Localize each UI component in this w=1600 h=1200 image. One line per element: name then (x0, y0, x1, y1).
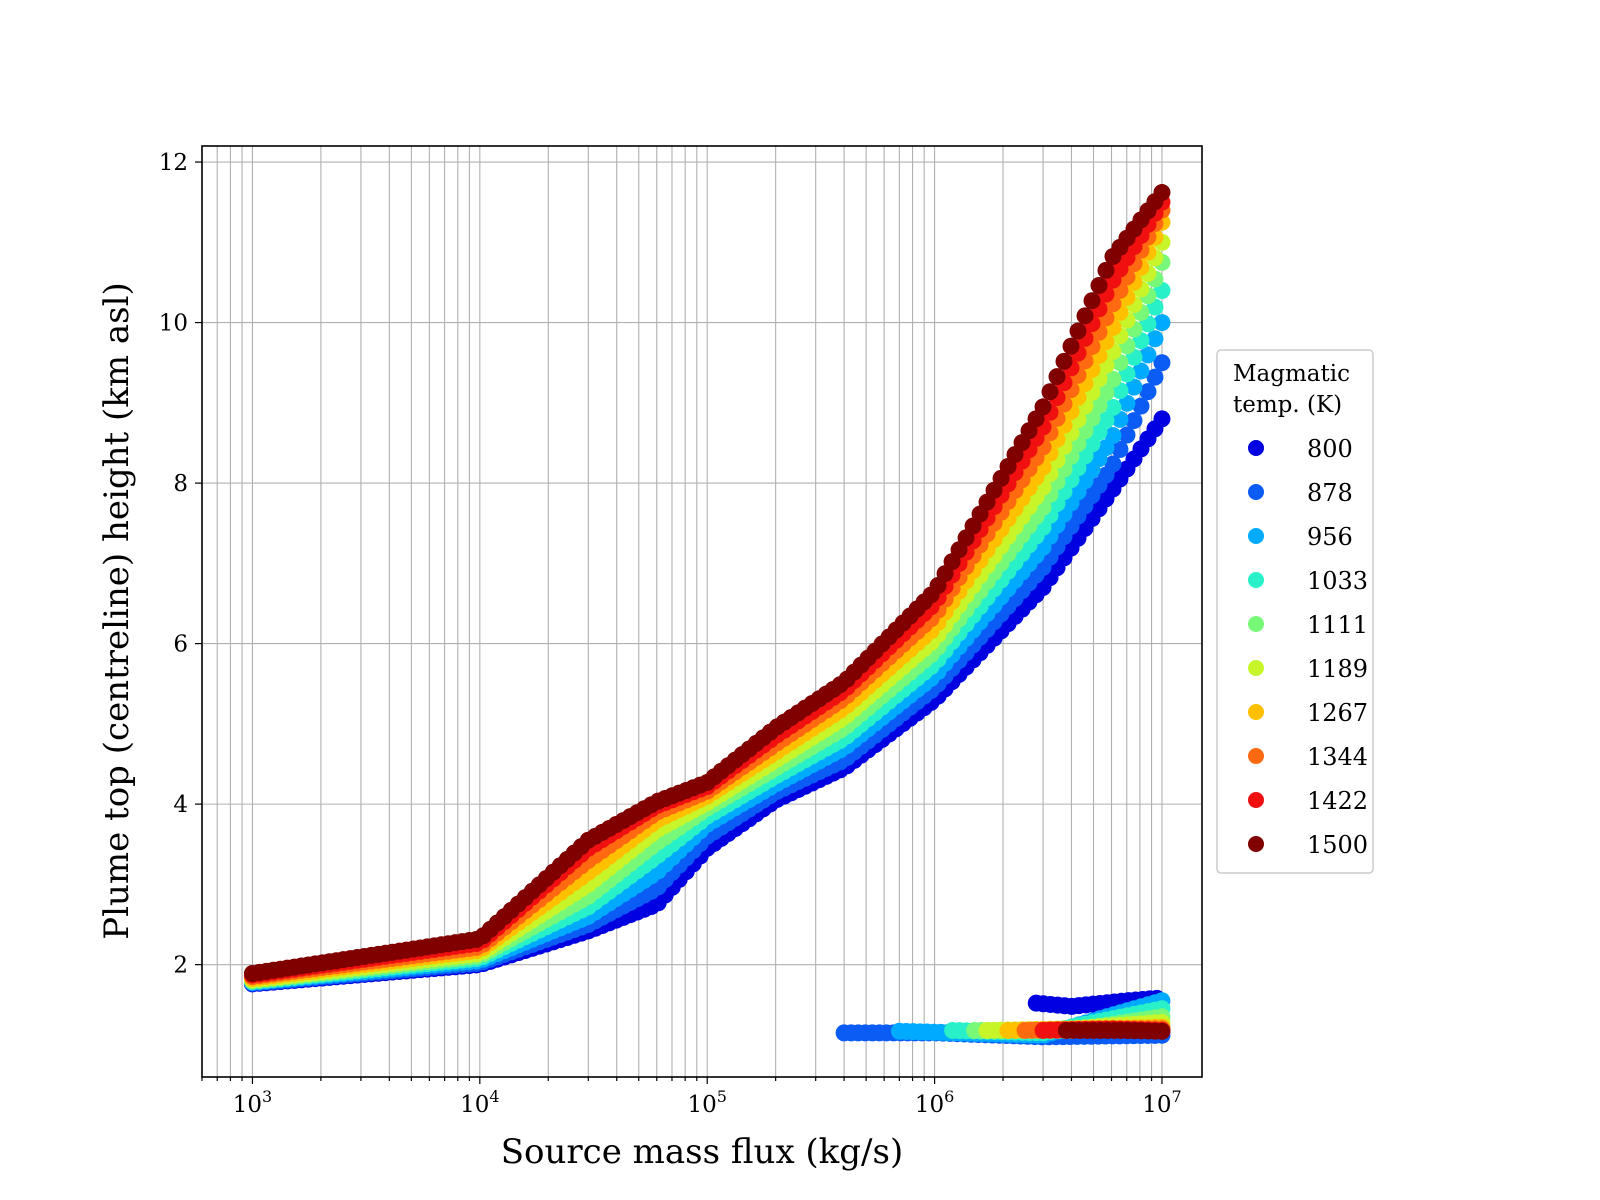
main-curve-point-956 (1146, 330, 1164, 348)
main-curve-point-1033 (1104, 398, 1122, 416)
x-tick-label: 107 (1142, 1087, 1181, 1118)
legend-label-1111: 1111 (1307, 611, 1368, 639)
legend-label-1033: 1033 (1307, 567, 1368, 595)
main-curve-point-1500 (1076, 307, 1094, 325)
main-curve-point-1111 (1104, 370, 1122, 388)
y-tick-label: 8 (173, 471, 188, 497)
legend-marker-1189 (1248, 660, 1264, 676)
legend-label-1344: 1344 (1307, 743, 1368, 771)
legend-marker-1033 (1248, 572, 1264, 588)
main-curve-point-1500 (1048, 368, 1066, 386)
main-curve-point-1500 (1090, 277, 1108, 295)
axis-ticks: 103 104 105 106 107 2 4 6 8 10 12 (159, 150, 1182, 1118)
main-curve-point-956 (1118, 394, 1136, 412)
main-curve-point-878 (1125, 412, 1143, 430)
legend-label-956: 956 (1307, 523, 1353, 551)
y-axis-label: Plume top (centreline) height (km asl) (97, 282, 137, 940)
legend-marker-1267 (1248, 704, 1264, 720)
legend-label-1189: 1189 (1307, 655, 1368, 683)
legend-label-878: 878 (1307, 479, 1353, 507)
main-curve-point-1500 (1069, 322, 1087, 340)
main-curve-point-878 (1118, 426, 1136, 444)
legend-label-1267: 1267 (1307, 699, 1368, 727)
main-curve-point-878 (1153, 354, 1171, 372)
legend-marker-800 (1248, 440, 1264, 456)
main-curve-point-956 (1125, 378, 1143, 396)
main-curve-point-878 (1104, 455, 1122, 473)
legend: Magmatic temp. (K) 800 878 956 1033 1111 1189… (1216, 349, 1374, 874)
y-tick-label: 12 (159, 150, 188, 176)
x-tick-label: 105 (687, 1087, 726, 1118)
y-tick-label: 2 (173, 953, 188, 979)
main-curve-point-1500 (1083, 292, 1101, 310)
main-curve-point-1500 (1062, 337, 1080, 355)
x-tick-label: 106 (915, 1087, 954, 1118)
grid (201, 146, 1202, 1077)
x-tick-label: 103 (233, 1087, 272, 1118)
x-axis-label: Source mass flux (kg/s) (501, 1132, 903, 1172)
legend-marker-1500 (1248, 836, 1264, 852)
main-curve-point-800 (1153, 410, 1171, 428)
legend-marker-1344 (1248, 748, 1264, 764)
main-curve-point-956 (1104, 427, 1122, 445)
x-tick-label: 104 (460, 1087, 499, 1118)
legend-marker-956 (1248, 528, 1264, 544)
main-curve-point-878 (1139, 383, 1157, 401)
low-branch-point-1500 (1153, 1022, 1171, 1040)
main-curve-point-956 (1139, 346, 1157, 364)
main-curve-point-878 (1111, 441, 1129, 459)
legend-marker-1111 (1248, 616, 1264, 632)
y-tick-label: 10 (159, 311, 188, 337)
main-curve-point-878 (1146, 368, 1164, 386)
main-curve-point-1500 (1153, 184, 1171, 202)
main-curve-point-1500 (1097, 261, 1115, 279)
main-curve-point-1500 (1041, 383, 1059, 401)
main-curve-point-1500 (1034, 398, 1052, 416)
legend-label-1422: 1422 (1307, 787, 1368, 815)
main-curve-point-1500 (1055, 352, 1073, 370)
legend-title-line-2: temp. (K) (1233, 392, 1342, 418)
main-curve-point-956 (1132, 362, 1150, 380)
main-curve-point-1111 (1090, 397, 1108, 415)
legend-label-1500: 1500 (1307, 831, 1368, 859)
legend-marker-878 (1248, 484, 1264, 500)
legend-entries: 800 878 956 1033 1111 1189 1267 1344 1422 1500 (1248, 435, 1368, 859)
plot-frame (201, 145, 1203, 1078)
main-curve-point-1111 (1097, 384, 1115, 402)
data-points (243, 184, 1171, 1046)
legend-marker-1422 (1248, 792, 1264, 808)
main-curve-point-878 (1132, 397, 1150, 415)
legend-label-800: 800 (1307, 435, 1353, 463)
y-tick-label: 4 (173, 792, 188, 818)
main-curve-point-956 (1153, 314, 1171, 332)
main-curve-point-1033 (1097, 411, 1115, 429)
legend-title-line-1: Magmatic (1233, 361, 1350, 387)
legend-frame (1216, 349, 1374, 874)
y-tick-label: 6 (173, 632, 188, 658)
